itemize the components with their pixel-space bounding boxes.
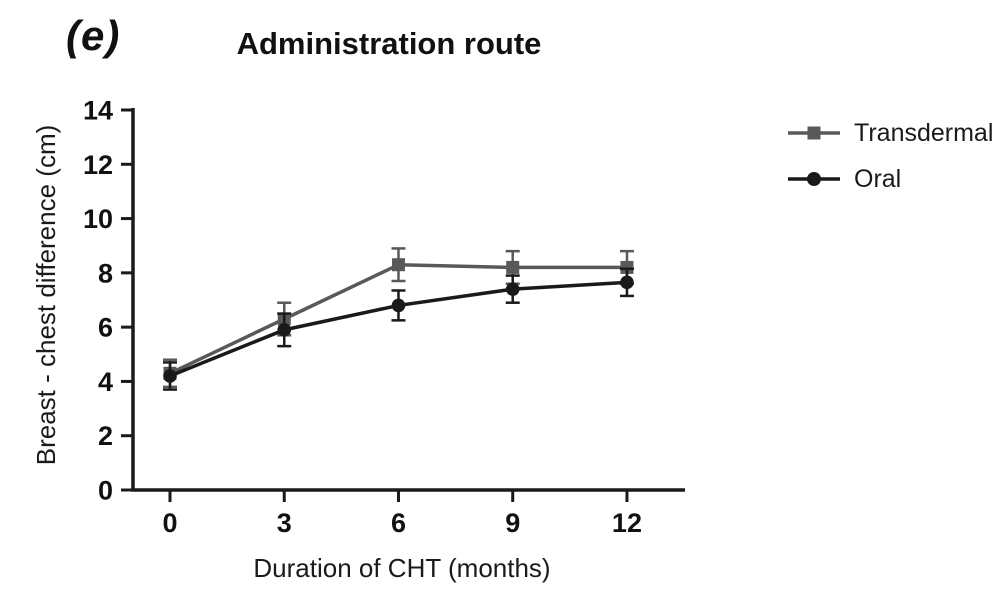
x-tick-label: 3 — [277, 508, 292, 538]
data-point-transdermal — [391, 258, 405, 272]
x-tick-label: 12 — [612, 508, 642, 538]
y-tick-label: 12 — [83, 150, 113, 180]
x-tick-label: 9 — [505, 508, 520, 538]
chart-title: Administration route — [236, 26, 542, 61]
y-tick-label: 6 — [98, 313, 113, 343]
legend: Transdermal Oral — [788, 118, 994, 212]
x-axis-title: Duration of CHT (months) — [253, 553, 550, 583]
x-tick-label: 6 — [391, 508, 406, 538]
data-point-oral — [391, 298, 406, 313]
y-tick-label: 14 — [83, 95, 113, 125]
y-tick-label: 10 — [83, 204, 113, 234]
legend-label-oral: Oral — [854, 164, 902, 193]
legend-label-transdermal: Transdermal — [854, 118, 994, 147]
legend-item-transdermal: Transdermal — [788, 118, 994, 147]
data-point-oral — [620, 275, 634, 290]
y-tick-label: 0 — [98, 476, 113, 506]
data-point-oral — [505, 282, 520, 296]
y-tick-label: 2 — [98, 421, 113, 451]
oral-marker-icon — [788, 172, 840, 186]
panel-label: (e) — [66, 12, 121, 59]
legend-item-oral: Oral — [788, 164, 993, 193]
y-tick-label: 4 — [98, 367, 113, 397]
data-point-oral — [277, 323, 292, 337]
data-point-oral — [163, 369, 177, 383]
data-point-transdermal — [620, 260, 634, 274]
y-axis-title: Breast - chest difference (cm) — [31, 125, 61, 466]
x-tick-label: 0 — [162, 508, 177, 538]
plot-area: 0 2 4 6 8 10 12 14 0 3 6 9 12 — [83, 95, 642, 538]
data-point-transdermal — [506, 260, 520, 274]
y-tick-label: 8 — [98, 258, 113, 288]
transdermal-marker-icon — [788, 126, 840, 140]
